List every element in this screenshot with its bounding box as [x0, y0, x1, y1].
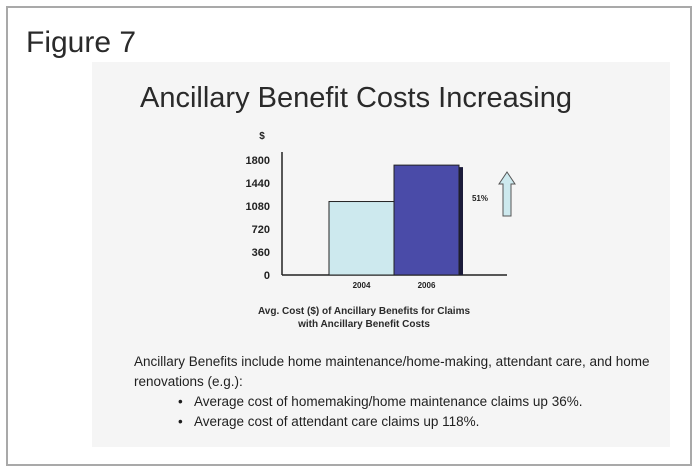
y-tick-label: 360: [252, 247, 270, 259]
bar-2006: [393, 164, 460, 276]
figure-label: Figure 7: [26, 26, 137, 59]
y-tick-label: 1800: [246, 155, 270, 167]
chart-caption-line-2: with Ancillary Benefit Costs: [298, 319, 430, 330]
x-tick-label: 2004: [353, 281, 371, 290]
bar-chart: $0 360 720 1080 1440 1800 2004 2006 51%: [246, 131, 516, 290]
chart-caption: Avg. Cost ($) of Ancillary Benefits for …: [224, 305, 504, 331]
up-arrow-icon: [498, 171, 516, 217]
bar-2004: [328, 201, 395, 276]
y-tick-label: 720: [252, 224, 270, 236]
growth-annotation: 51%: [472, 194, 488, 203]
y-tick-label: 0: [264, 270, 270, 282]
x-tick-label: 2006: [418, 281, 436, 290]
chart-caption-line-1: Avg. Cost ($) of Ancillary Benefits for …: [257, 306, 471, 317]
notes-bullet-list: Average cost of homemaking/home maintena…: [134, 392, 654, 432]
y-tick-label: 1440: [246, 178, 270, 190]
notes-intro: Ancillary Benefits include home maintena…: [134, 354, 650, 389]
notes-bullet: Average cost of homemaking/home maintena…: [178, 392, 654, 412]
y-axis-label: $: [259, 131, 265, 142]
slide-title: Ancillary Benefit Costs Increasing: [140, 82, 572, 114]
notes-bullet: Average cost of attendant care claims up…: [178, 412, 654, 432]
notes: Ancillary Benefits include home maintena…: [134, 352, 654, 432]
y-tick-label: 1080: [246, 201, 270, 213]
